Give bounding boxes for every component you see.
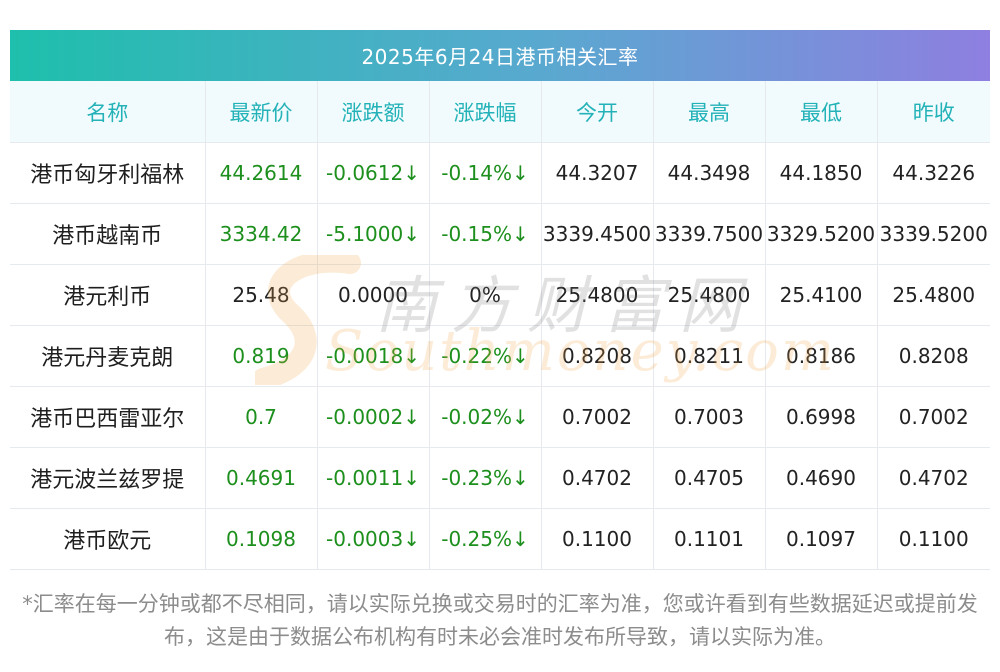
- header-name: 名称: [10, 81, 206, 143]
- header-low: 最低: [765, 81, 878, 143]
- latest-price: 0.7: [205, 386, 318, 448]
- currency-name: 港币欧元: [10, 508, 206, 570]
- table-row: 港币欧元 0.1098 -0.0003↓ -0.25%↓ 0.1100 0.11…: [10, 508, 990, 570]
- table-row: 港币越南币 3334.42 -5.1000↓ -0.15%↓ 3339.4500…: [10, 203, 990, 265]
- table-row: 港币匈牙利福林 44.2614 -0.0612↓ -0.14%↓ 44.3207…: [10, 142, 990, 204]
- latest-price: 0.1098: [205, 508, 318, 570]
- change-amount: -0.0612↓: [317, 142, 430, 204]
- open-price: 0.1100: [541, 508, 654, 570]
- prev-close-price: 0.1100: [877, 508, 990, 570]
- low-price: 0.8186: [765, 325, 878, 387]
- table-row: 港元丹麦克朗 0.819 -0.0018↓ -0.22%↓ 0.8208 0.8…: [10, 325, 990, 387]
- change-percent: -0.23%↓: [429, 447, 542, 509]
- header-change-pct: 涨跌幅: [429, 81, 542, 143]
- disclaimer-note: *汇率在每一分钟或都不尽相同，请以实际兑换或交易时的汇率为准，您或许看到有些数据…: [22, 592, 978, 649]
- low-price: 25.4100: [765, 264, 878, 326]
- change-percent: -0.22%↓: [429, 325, 542, 387]
- header-high: 最高: [653, 81, 766, 143]
- low-price: 3329.5200: [765, 203, 878, 265]
- exchange-rate-table: 名称 最新价 涨跌额 涨跌幅 今开 最高 最低 昨收 港币匈牙利福林 44.26…: [10, 81, 990, 570]
- open-price: 44.3207: [541, 142, 654, 204]
- header-prev-close: 昨收: [877, 81, 990, 143]
- change-percent: -0.14%↓: [429, 142, 542, 204]
- header-open: 今开: [541, 81, 654, 143]
- change-amount: -5.1000↓: [317, 203, 430, 265]
- low-price: 0.1097: [765, 508, 878, 570]
- header-change: 涨跌额: [317, 81, 430, 143]
- page-title: 2025年6月24日港币相关汇率: [10, 30, 990, 81]
- change-amount: 0.0000: [317, 264, 430, 326]
- prev-close-price: 0.8208: [877, 325, 990, 387]
- open-price: 25.4800: [541, 264, 654, 326]
- change-percent: -0.15%↓: [429, 203, 542, 265]
- change-percent: -0.25%↓: [429, 508, 542, 570]
- change-amount: -0.0018↓: [317, 325, 430, 387]
- table-row: 港元波兰兹罗提 0.4691 -0.0011↓ -0.23%↓ 0.4702 0…: [10, 447, 990, 509]
- prev-close-price: 25.4800: [877, 264, 990, 326]
- high-price: 0.8211: [653, 325, 766, 387]
- currency-name: 港币匈牙利福林: [10, 142, 206, 204]
- prev-close-price: 3339.5200: [877, 203, 990, 265]
- open-price: 0.7002: [541, 386, 654, 448]
- currency-name: 港元丹麦克朗: [10, 325, 206, 387]
- open-price: 0.4702: [541, 447, 654, 509]
- change-amount: -0.0011↓: [317, 447, 430, 509]
- currency-name: 港币巴西雷亚尔: [10, 386, 206, 448]
- prev-close-price: 0.4702: [877, 447, 990, 509]
- table-row: 港元利币 25.48 0.0000 0% 25.4800 25.4800 25.…: [10, 264, 990, 326]
- prev-close-price: 0.7002: [877, 386, 990, 448]
- latest-price: 25.48: [205, 264, 318, 326]
- open-price: 3339.4500: [541, 203, 654, 265]
- change-percent: -0.02%↓: [429, 386, 542, 448]
- low-price: 44.1850: [765, 142, 878, 204]
- change-amount: -0.0002↓: [317, 386, 430, 448]
- high-price: 0.4705: [653, 447, 766, 509]
- currency-name: 港元利币: [10, 264, 206, 326]
- high-price: 3339.7500: [653, 203, 766, 265]
- latest-price: 0.819: [205, 325, 318, 387]
- table-row: 港币巴西雷亚尔 0.7 -0.0002↓ -0.02%↓ 0.7002 0.70…: [10, 386, 990, 448]
- change-amount: -0.0003↓: [317, 508, 430, 570]
- high-price: 44.3498: [653, 142, 766, 204]
- prev-close-price: 44.3226: [877, 142, 990, 204]
- high-price: 0.1101: [653, 508, 766, 570]
- low-price: 0.6998: [765, 386, 878, 448]
- table-header-row: 名称 最新价 涨跌额 涨跌幅 今开 最高 最低 昨收: [10, 81, 990, 143]
- high-price: 0.7003: [653, 386, 766, 448]
- change-percent: 0%: [429, 264, 542, 326]
- currency-name: 港币越南币: [10, 203, 206, 265]
- high-price: 25.4800: [653, 264, 766, 326]
- low-price: 0.4690: [765, 447, 878, 509]
- latest-price: 3334.42: [205, 203, 318, 265]
- currency-name: 港元波兰兹罗提: [10, 447, 206, 509]
- latest-price: 44.2614: [205, 142, 318, 204]
- header-latest: 最新价: [205, 81, 318, 143]
- open-price: 0.8208: [541, 325, 654, 387]
- latest-price: 0.4691: [205, 447, 318, 509]
